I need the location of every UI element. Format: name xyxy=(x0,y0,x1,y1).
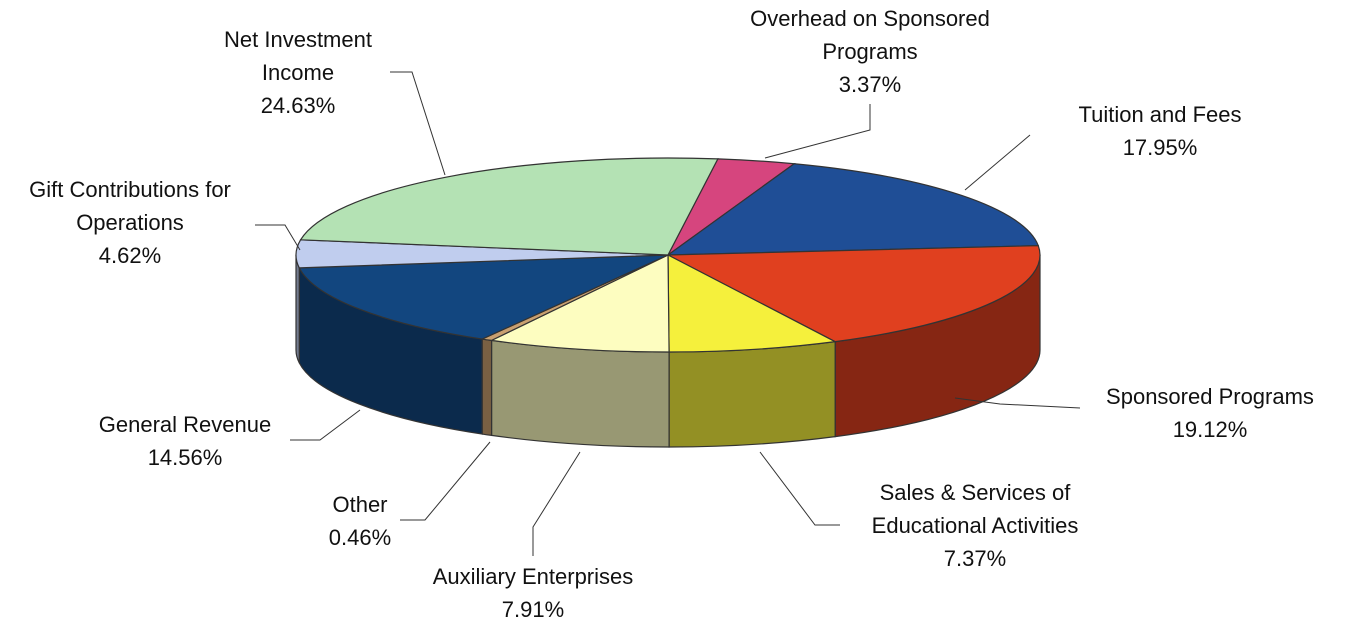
value-label: 4.62% xyxy=(98,243,162,268)
slice xyxy=(298,254,669,340)
slice xyxy=(667,245,1041,343)
value-label: 7.37% xyxy=(943,546,1007,571)
leader-line xyxy=(400,441,491,521)
slice-label: Sales & Services of Educational Activiti… xyxy=(840,476,1110,575)
slice xyxy=(299,157,719,256)
leader-line xyxy=(532,451,581,556)
leader-line xyxy=(764,104,871,159)
leader-line xyxy=(759,451,840,526)
slice-side xyxy=(481,338,493,437)
category-name: Gift Contributions for Operations xyxy=(29,177,231,235)
slice-label: Sponsored Programs 19.12% xyxy=(1080,380,1340,446)
value-label: 7.91% xyxy=(501,597,565,622)
slice xyxy=(666,163,1040,256)
value-label: 14.56% xyxy=(147,445,223,470)
slice-label: Gift Contributions for Operations 4.62% xyxy=(0,173,265,272)
slice-label: Tuition and Fees 17.95% xyxy=(1030,98,1290,164)
category-name: General Revenue xyxy=(98,412,272,437)
slice xyxy=(489,254,670,353)
slice-label: Auxiliary Enterprises 7.91% xyxy=(383,560,683,625)
slice xyxy=(667,254,838,353)
leader-line xyxy=(964,134,1031,191)
value-label: 17.95% xyxy=(1122,135,1198,160)
category-name: Overhead on Sponsored Programs xyxy=(750,6,990,64)
value-label: 24.63% xyxy=(260,93,336,118)
slice-side xyxy=(295,254,300,364)
leader-line xyxy=(390,71,446,176)
category-name: Sales & Services of Educational Activiti… xyxy=(871,480,1079,538)
slice-label: Net Investment Income 24.63% xyxy=(198,23,398,122)
slice-label: General Revenue 14.56% xyxy=(55,408,315,474)
leader-line xyxy=(255,224,301,251)
category-name: Tuition and Fees xyxy=(1078,102,1242,127)
slice-side xyxy=(490,339,670,448)
value-label: 19.12% xyxy=(1172,417,1248,442)
value-label: 0.46% xyxy=(328,525,392,550)
slice-label: Overhead on Sponsored Programs 3.37% xyxy=(735,2,1005,101)
leader-line xyxy=(290,409,361,441)
category-name: Net Investment Income xyxy=(224,27,372,85)
category-name: Auxiliary Enterprises xyxy=(432,564,634,589)
category-name: Other xyxy=(332,492,388,517)
slice-side xyxy=(668,340,836,448)
category-name: Sponsored Programs xyxy=(1106,384,1314,409)
value-label: 3.37% xyxy=(838,72,902,97)
leader-line xyxy=(954,397,1081,409)
slice-label: Other 0.46% xyxy=(300,488,420,554)
